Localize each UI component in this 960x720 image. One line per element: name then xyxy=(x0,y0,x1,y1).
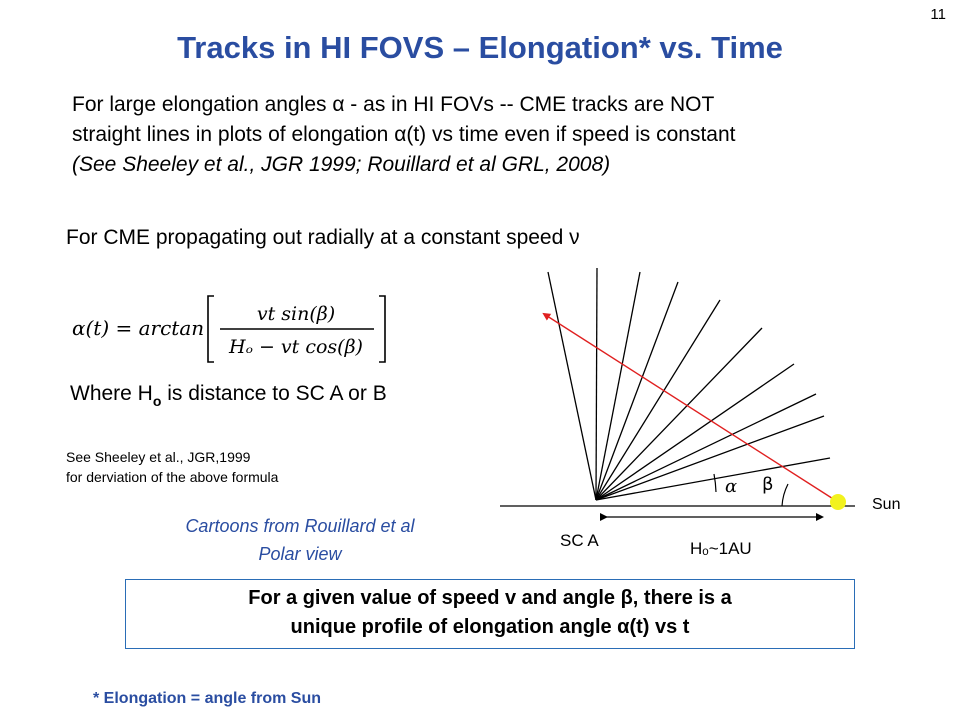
caption-line-2: Polar view xyxy=(258,544,342,564)
intro-line-2: straight lines in plots of elongation α(… xyxy=(72,123,736,146)
alpha-label: α xyxy=(725,476,737,497)
sight-ray xyxy=(595,299,721,501)
distance-label: Hₒ~1AU xyxy=(690,539,752,558)
summary-line-1: For a given value of speed v and angle β… xyxy=(248,587,732,609)
sight-ray xyxy=(595,393,817,501)
spacecraft-label: SC A xyxy=(560,531,599,550)
reference-note: See Sheeley et al., JGR,1999 for derviat… xyxy=(66,447,278,487)
sight-ray xyxy=(595,415,825,501)
alpha-arc xyxy=(713,473,717,493)
formula-left-bracket xyxy=(207,295,214,363)
summary-box: For a given value of speed v and angle β… xyxy=(125,579,855,649)
sun-label: Sun xyxy=(872,496,900,513)
caption-line-1: Cartoons from Rouillard et al xyxy=(185,516,415,536)
ho-subscript: o xyxy=(152,393,162,409)
intro-paragraph: For large elongation angles α - as in HI… xyxy=(72,90,932,180)
reference-note-line-1: See Sheeley et al., JGR,1999 xyxy=(66,449,251,465)
ho-definition: Where Ho is distance to SC A or B xyxy=(70,382,387,409)
ho-definition-suffix: is distance to SC A or B xyxy=(161,382,387,405)
cme-statement: For CME propagating out radially at a co… xyxy=(66,226,580,249)
sight-ray xyxy=(547,271,597,501)
intro-line-1: For large elongation angles α - as in HI… xyxy=(72,93,715,116)
intro-line-3: (See Sheeley et al., JGR 1999; Rouillard… xyxy=(72,153,611,176)
cartoon-caption: Cartoons from Rouillard et al Polar view xyxy=(130,512,470,568)
elongation-formula: α(t) = arctan vt sin(β) Hₒ − vt cos(β) xyxy=(72,295,386,363)
reference-note-line-2: for derviation of the above formula xyxy=(66,469,279,485)
sight-ray xyxy=(595,457,831,501)
polar-view-diagram: α β Sun SC A Hₒ~1AU xyxy=(500,267,900,558)
summary-line-2: unique profile of elongation angle α(t) … xyxy=(290,616,690,638)
slide-title: Tracks in HI FOVS – Elongation* vs. Time xyxy=(177,30,783,65)
sight-ray xyxy=(595,327,763,501)
formula-right-bracket xyxy=(379,295,386,363)
ho-definition-prefix: Where H xyxy=(70,382,153,405)
sight-line-rays xyxy=(547,267,831,501)
sight-ray xyxy=(595,267,598,501)
formula-lhs: α(t) = arctan xyxy=(72,316,204,340)
sight-ray xyxy=(595,281,679,501)
formula-numerator: vt sin(β) xyxy=(257,303,335,325)
sun-icon xyxy=(830,494,846,510)
sight-ray xyxy=(595,363,795,501)
beta-label: β xyxy=(762,474,774,495)
elongation-footnote: * Elongation = angle from Sun xyxy=(93,690,322,707)
slide-number: 11 xyxy=(930,6,946,23)
formula-denominator: Hₒ − vt cos(β) xyxy=(228,336,363,358)
beta-arc xyxy=(781,483,789,507)
cme-track-arrow xyxy=(542,312,839,503)
sight-ray xyxy=(595,271,641,501)
